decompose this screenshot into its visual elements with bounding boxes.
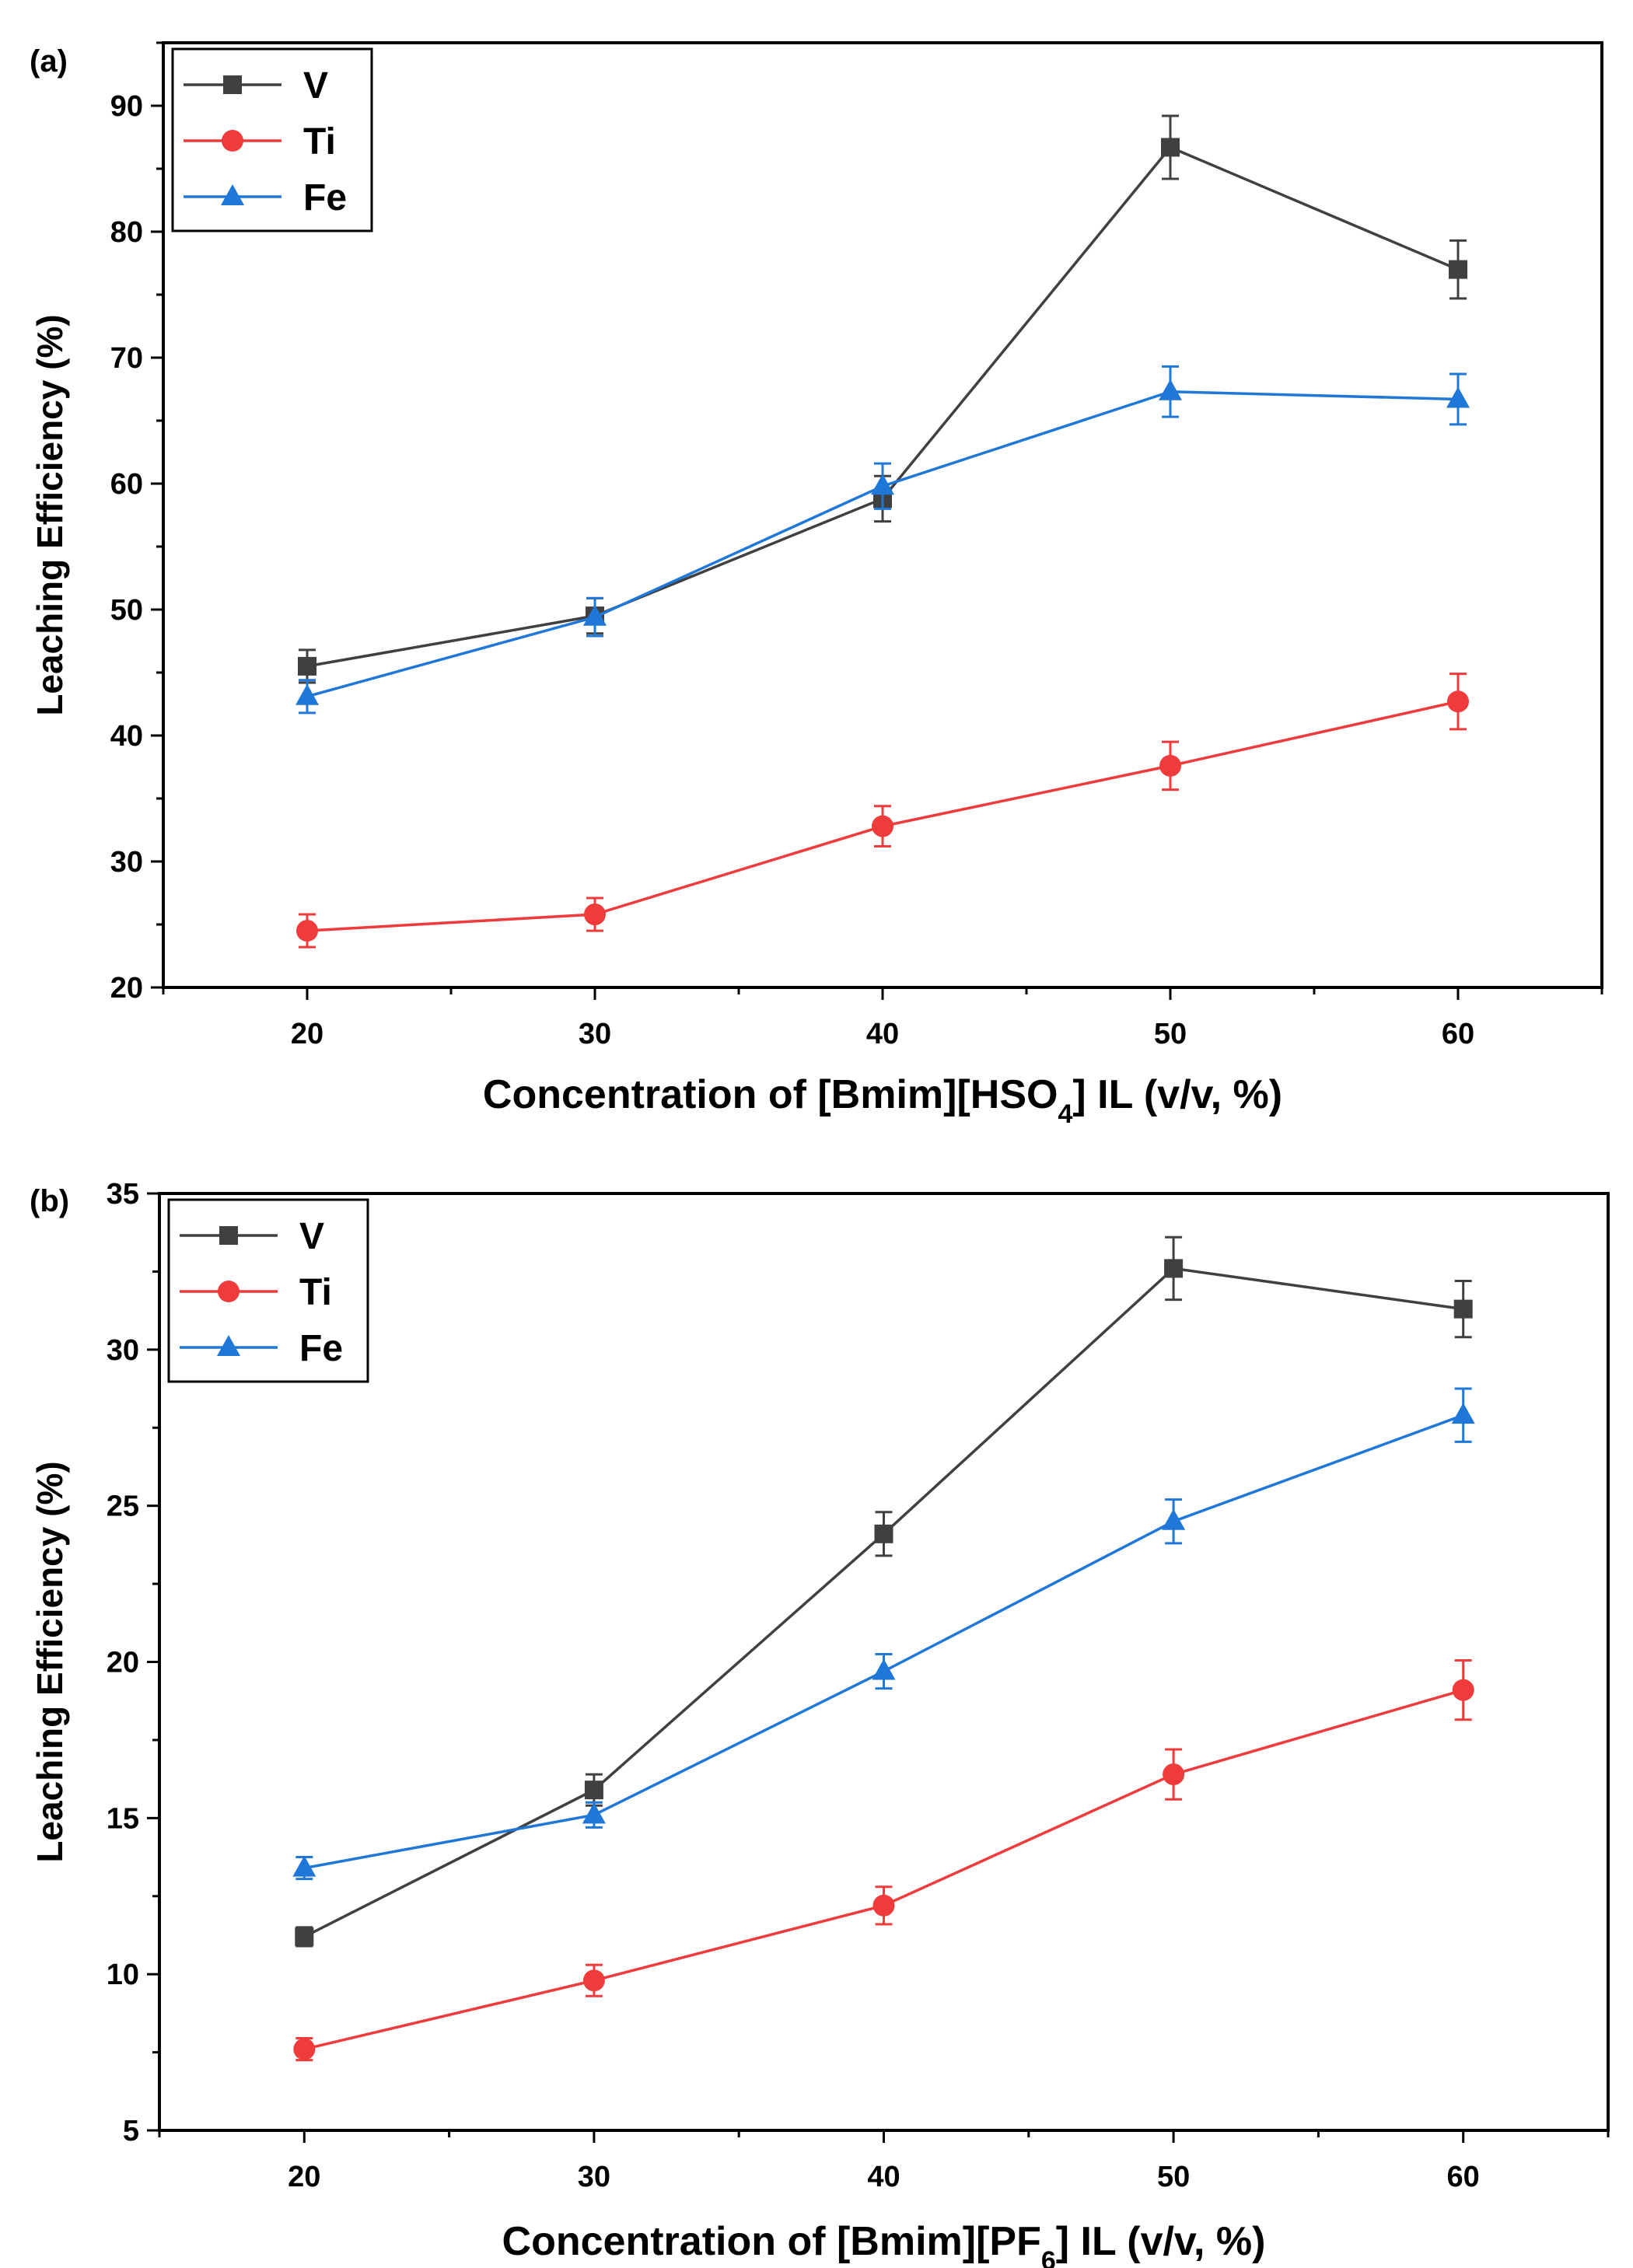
legend-label: V — [299, 1216, 324, 1257]
x-tick-label: 40 — [867, 2161, 900, 2193]
y-tick-label: 20 — [110, 972, 143, 1005]
series-ti-point — [1452, 1679, 1474, 1701]
x-axis-label-tail: ] IL (v/v, %) — [1056, 2219, 1266, 2264]
series-fe-point — [1162, 1508, 1186, 1530]
legend-item-ti: Ti — [184, 121, 336, 162]
series-fe-line — [306, 390, 1459, 698]
chart-b: (b) 20 30 40 50 60 5 10 15 20 25 30 35 Leaching Effic… — [30, 1178, 1610, 2268]
legend-item-fe: Fe — [184, 177, 347, 218]
y-tick-label: 60 — [110, 468, 143, 501]
y-tick-label: 70 — [110, 342, 143, 375]
series-v-point — [298, 656, 316, 676]
series-ti-point — [584, 903, 606, 926]
legend: V Ti Fe — [167, 1198, 369, 1383]
series-v-point — [1161, 138, 1180, 157]
legend-label: Ti — [299, 1272, 332, 1313]
series-ti — [296, 673, 1469, 949]
series-fe-point — [872, 1658, 896, 1680]
series-fe-point — [1451, 1403, 1475, 1424]
series-v-point — [1453, 1299, 1473, 1319]
x-tick-label: 20 — [291, 1018, 323, 1050]
y-tick-label: 30 — [110, 846, 143, 879]
y-tick-label: 10 — [107, 1959, 139, 1991]
legend: V Ti Fe — [171, 47, 373, 232]
x-axis-label: Concentration of [Bmim][HSO4] IL (v/v, %… — [483, 1072, 1282, 1129]
series-v-point — [1449, 260, 1467, 279]
legend-circle-marker — [218, 1281, 240, 1302]
series-fe-line — [303, 1414, 1464, 1870]
x-tick-label: 30 — [579, 1018, 611, 1050]
chart-a: (a) 20 30 40 50 60 20 30 40 50 60 70 80 90 Leaching Ef… — [30, 41, 1603, 1129]
y-tick-label: 20 — [107, 1647, 139, 1679]
series-fe-point — [871, 474, 894, 495]
legend-label: Fe — [299, 1328, 343, 1369]
legend-label: Fe — [303, 177, 347, 218]
y-tick-label: 5 — [123, 2115, 139, 2147]
series-ti-point — [582, 1969, 605, 1992]
legend-triangle-marker — [221, 184, 244, 205]
series-fe-point — [583, 604, 607, 626]
series-ti-point — [1163, 1763, 1185, 1786]
x-axis-label-subscript: 6 — [1041, 2246, 1056, 2268]
series-v-line — [306, 145, 1459, 668]
x-axis-label-main: Concentration of [Bmim][PF — [502, 2219, 1041, 2264]
x-tick-label: 20 — [288, 2161, 320, 2193]
y-tick-label: 40 — [110, 720, 143, 753]
x-tick-label: 60 — [1442, 1018, 1474, 1050]
figure-panel-b: (b) 20 30 40 50 60 5 10 15 20 25 30 35 Leaching Effic… — [0, 1166, 1633, 2268]
series-fe-point — [295, 683, 319, 705]
series-ti-point — [872, 1894, 895, 1917]
y-tick-label: 30 — [107, 1334, 139, 1367]
series-v-point — [584, 1781, 603, 1800]
y-tick-label: 80 — [110, 216, 143, 249]
series-ti-point — [872, 815, 893, 837]
series-ti — [293, 1658, 1474, 2062]
legend-item-fe: Fe — [180, 1328, 343, 1369]
series-fe-point — [1159, 379, 1182, 400]
series-v — [298, 114, 1467, 684]
series-fe-point — [1446, 386, 1470, 408]
series-ti-point — [296, 920, 318, 942]
series-v-point — [1164, 1259, 1184, 1278]
legend-item-v: V — [184, 65, 328, 107]
y-tick-label: 25 — [107, 1490, 139, 1523]
x-axis-label-tail: ] IL (v/v, %) — [1072, 1072, 1282, 1117]
series-fe-point — [292, 1855, 316, 1877]
y-tick-label: 50 — [110, 594, 143, 627]
legend-item-v: V — [180, 1216, 324, 1257]
series-v — [295, 1235, 1473, 1948]
series-fe — [292, 1387, 1475, 1881]
series-ti-point — [1159, 754, 1181, 777]
series-fe-point — [582, 1802, 606, 1824]
x-tick-label: 40 — [866, 1018, 899, 1050]
x-axis-label: Concentration of [Bmim][PF6] IL (v/v, %) — [502, 2219, 1266, 2268]
panel-label: (a) — [30, 44, 68, 79]
series-ti-point — [293, 2038, 316, 2060]
x-axis-label-subscript: 4 — [1058, 1099, 1072, 1129]
figure-panel-a: (a) 20 30 40 50 60 20 30 40 50 60 70 80 90 Leaching Ef… — [30, 41, 1603, 1129]
y-tick-label: 15 — [107, 1802, 139, 1835]
y-tick-label: 35 — [107, 1178, 139, 1211]
x-axis-label-main: Concentration of [Bmim][HSO — [483, 1072, 1058, 1117]
x-tick-label: 50 — [1157, 2161, 1190, 2193]
legend-label: Ti — [303, 121, 336, 162]
series-v-point — [295, 1927, 314, 1946]
legend-item-ti: Ti — [180, 1272, 332, 1313]
series-v-point — [874, 1524, 893, 1543]
legend-triangle-marker — [217, 1335, 240, 1356]
legend-circle-marker — [222, 130, 243, 152]
legend-square-marker — [219, 1226, 238, 1245]
y-axis-label: Leaching Efficiency (%) — [30, 1461, 70, 1862]
x-tick-label: 60 — [1447, 2161, 1480, 2193]
legend-label: V — [303, 65, 328, 107]
series-ti-line — [303, 1688, 1464, 2051]
y-tick-label: 90 — [110, 90, 143, 123]
x-tick-label: 50 — [1154, 1018, 1187, 1050]
legend-square-marker — [223, 75, 242, 94]
x-tick-label: 30 — [578, 2161, 610, 2193]
panel-label: (b) — [30, 1184, 69, 1218]
series-ti-point — [1447, 690, 1469, 713]
y-axis-label: Leaching Efficiency (%) — [30, 314, 70, 715]
series-fe — [295, 365, 1470, 715]
